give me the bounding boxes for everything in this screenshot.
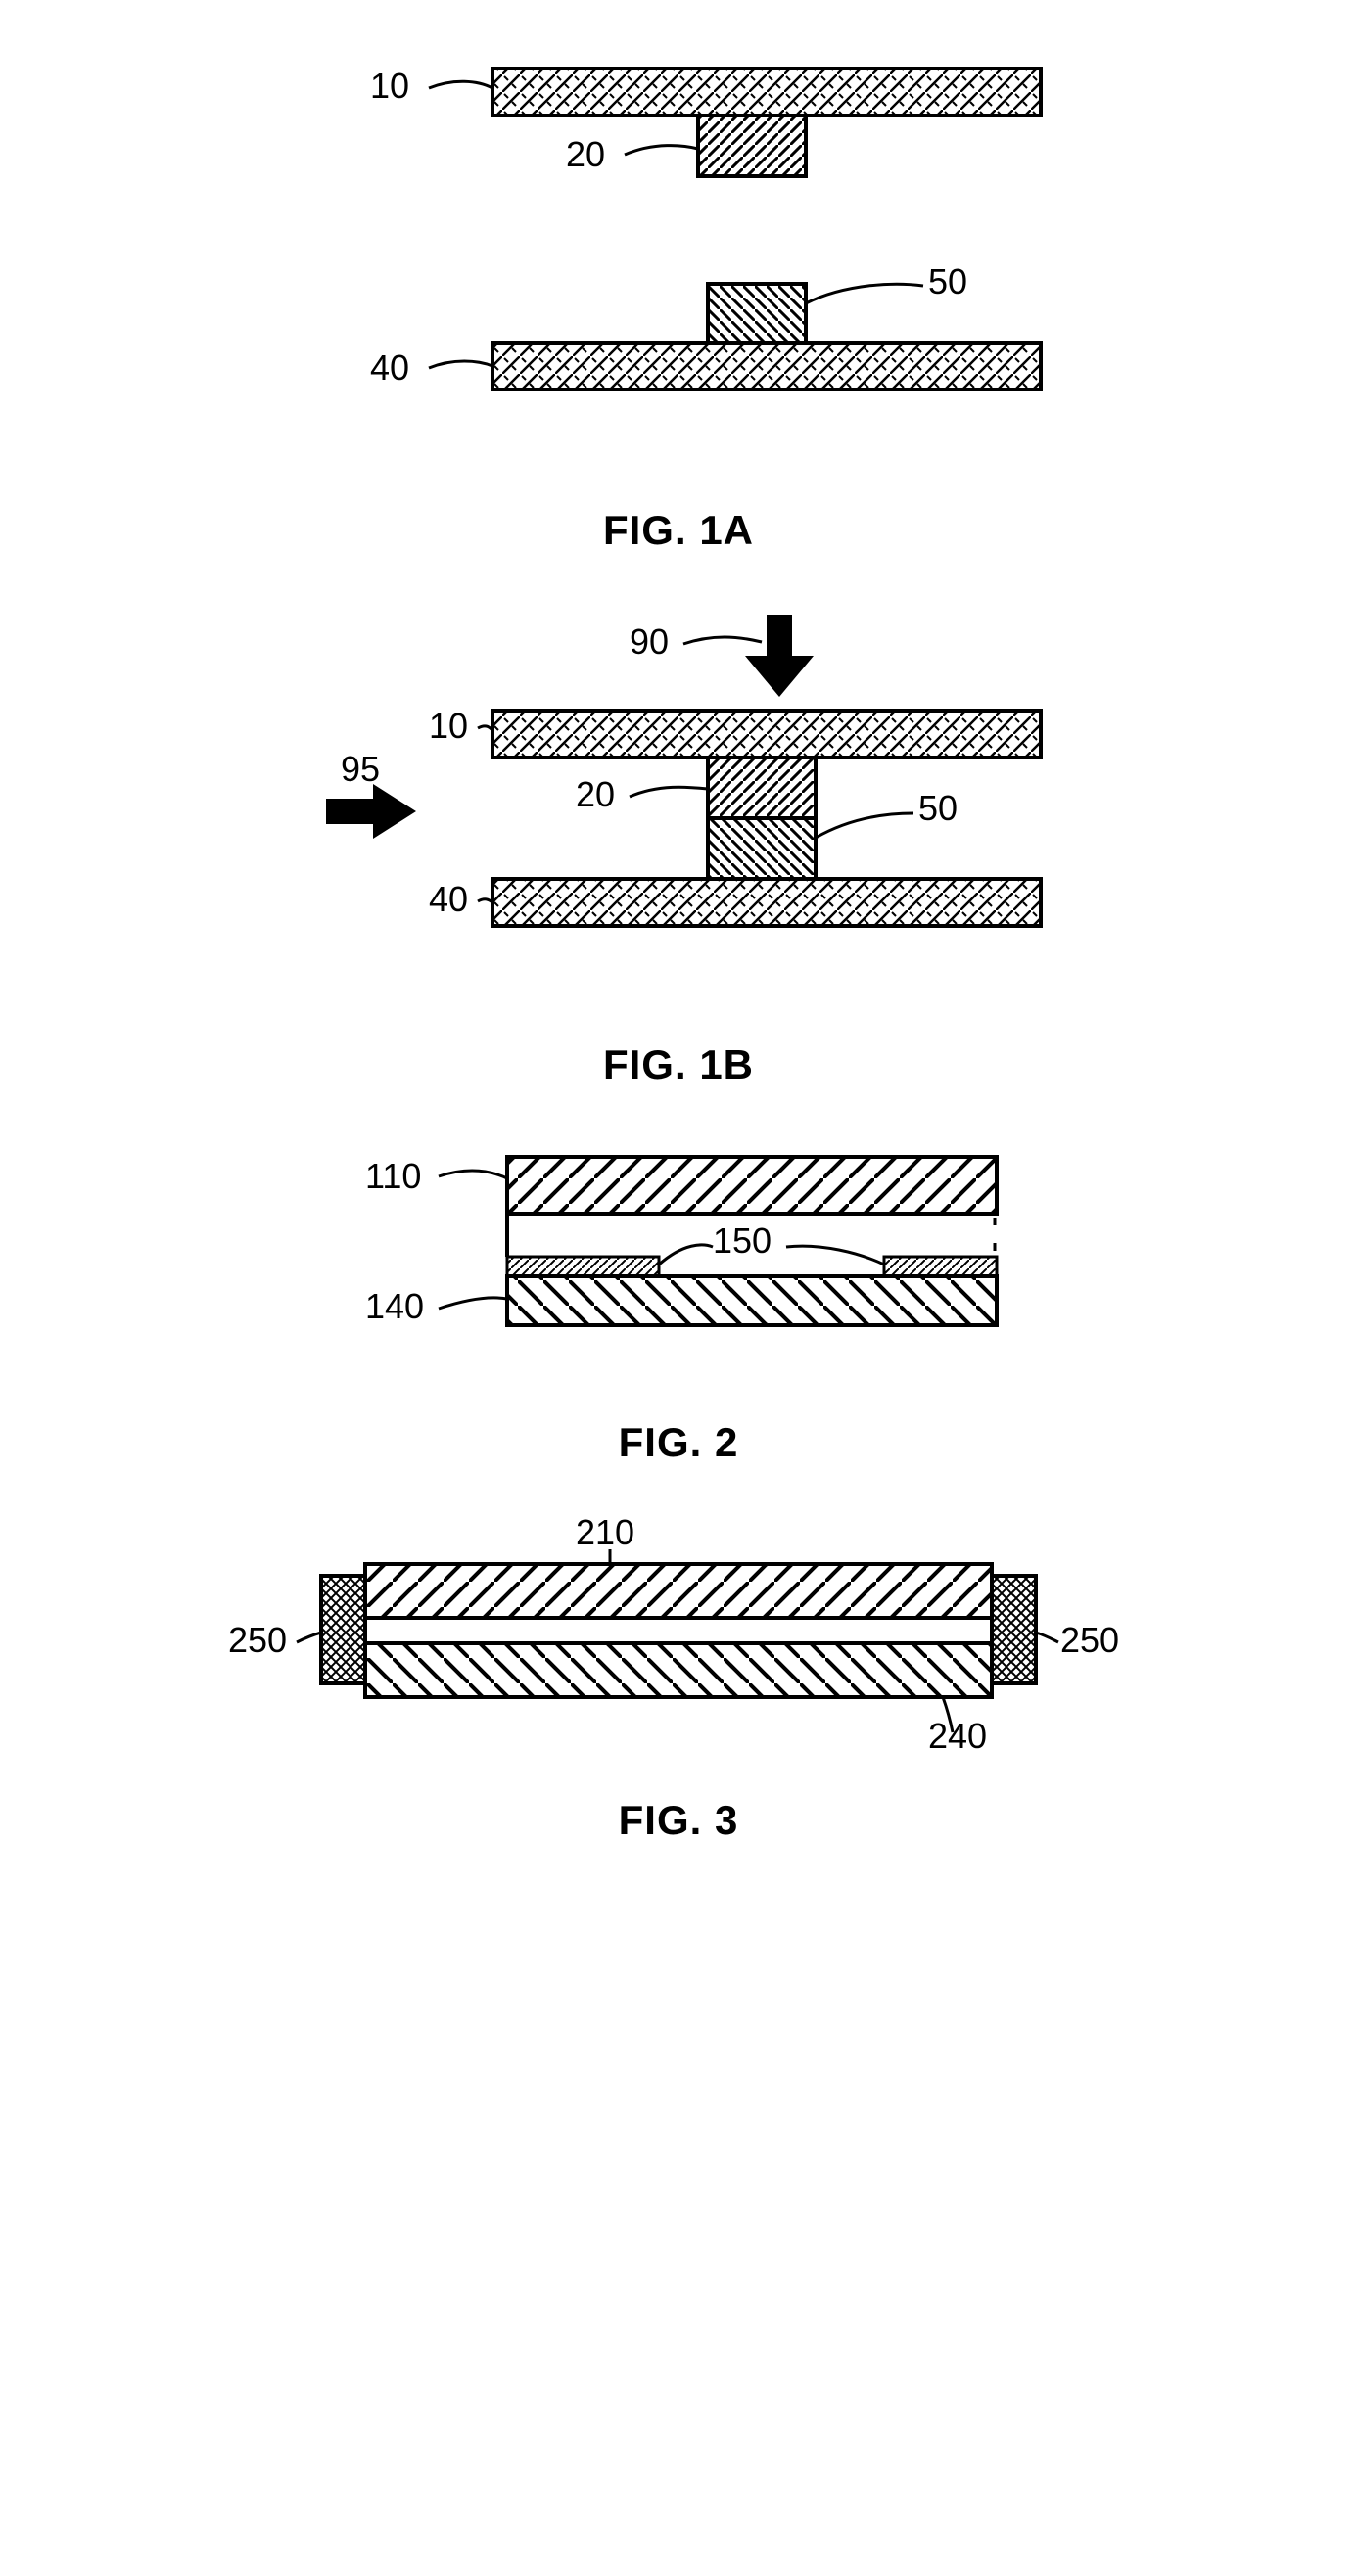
layer-140 — [507, 1276, 997, 1325]
clip-250-right — [992, 1576, 1036, 1683]
leader-50b — [816, 813, 913, 838]
leader-150l — [659, 1245, 713, 1265]
label-210: 210 — [576, 1512, 634, 1552]
label-150: 150 — [713, 1220, 772, 1261]
fig1b-caption: FIG. 1B — [140, 1041, 1217, 1088]
leader-20b — [630, 787, 708, 797]
block-20b — [708, 758, 816, 818]
label-40: 40 — [370, 347, 409, 388]
fig2-caption: FIG. 2 — [140, 1419, 1217, 1466]
fig1a-svg: 10 20 50 40 — [238, 39, 1119, 489]
layer-10b — [492, 711, 1041, 758]
fig1a-caption: FIG. 1A — [140, 507, 1217, 554]
label-110: 110 — [365, 1156, 421, 1196]
layer-40 — [492, 343, 1041, 390]
arrow-90 — [745, 615, 814, 697]
clip-250-left — [321, 1576, 365, 1683]
leader-250l — [297, 1633, 321, 1642]
label-250l: 250 — [228, 1620, 287, 1660]
leader-10b — [478, 726, 492, 730]
label-20: 20 — [566, 134, 605, 174]
fig1b-svg: 90 95 10 20 50 40 — [238, 593, 1119, 1024]
label-250r: 250 — [1060, 1620, 1119, 1660]
label-140: 140 — [365, 1286, 424, 1326]
label-40b: 40 — [429, 879, 468, 919]
block-50b — [708, 818, 816, 879]
figure-3: 210 250 250 240 FIG. 3 — [140, 1505, 1217, 1844]
fig3-svg: 210 250 250 240 — [189, 1505, 1168, 1779]
gap-layer — [365, 1618, 992, 1643]
layer-150-right — [884, 1257, 997, 1276]
layer-10 — [492, 69, 1041, 115]
leader-40b — [478, 899, 492, 902]
label-95: 95 — [341, 749, 380, 789]
leader-140 — [439, 1298, 507, 1309]
block-50 — [708, 284, 806, 343]
label-90: 90 — [630, 621, 669, 662]
fig2-svg: 110 140 150 — [238, 1127, 1119, 1402]
layer-240 — [365, 1643, 992, 1697]
label-240: 240 — [928, 1716, 987, 1756]
leader-20 — [625, 146, 698, 155]
label-50b: 50 — [918, 788, 958, 828]
leader-90 — [683, 637, 762, 644]
layer-210 — [365, 1564, 992, 1618]
arrow-95 — [326, 784, 416, 839]
layer-40b — [492, 879, 1041, 926]
block-20 — [698, 115, 806, 176]
label-20b: 20 — [576, 774, 615, 814]
label-50: 50 — [928, 261, 967, 301]
label-10: 10 — [370, 66, 409, 106]
leader-110 — [439, 1171, 507, 1178]
leader-150r — [786, 1246, 884, 1265]
figure-1b: 90 95 10 20 50 40 FIG. 1B — [140, 593, 1217, 1088]
layer-110 — [507, 1157, 997, 1214]
figure-2: 110 140 150 FIG. 2 — [140, 1127, 1217, 1466]
leader-250r — [1036, 1633, 1058, 1642]
leader-50 — [806, 284, 923, 303]
leader-40 — [429, 361, 492, 368]
fig3-caption: FIG. 3 — [140, 1797, 1217, 1844]
label-10b: 10 — [429, 706, 468, 746]
layer-150-left — [507, 1257, 659, 1276]
leader-10 — [429, 81, 492, 88]
figure-1a: 10 20 50 40 FIG. 1A — [140, 39, 1217, 554]
